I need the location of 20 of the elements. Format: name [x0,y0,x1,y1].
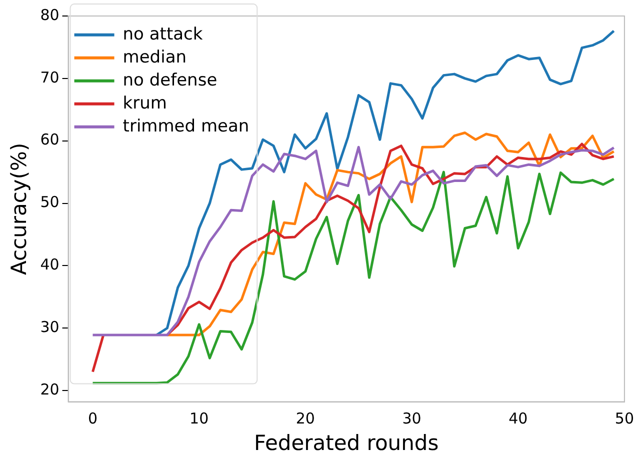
legend-label: no attack [122,24,203,44]
legend-label: median [122,47,187,68]
y-tick-label: 80 [40,6,60,24]
y-axis-title: Accuracy(%) [7,142,32,276]
y-tick-label: 70 [40,68,60,86]
x-tick-label: 0 [88,410,98,428]
x-tick-label: 40 [508,410,528,428]
y-tick-label: 20 [40,380,60,398]
x-tick-label: 10 [190,410,209,428]
x-axis-title: Federated rounds [254,430,439,455]
x-tick-label: 30 [402,410,422,428]
legend-label: krum [122,93,167,114]
legend-label: trimmed mean [122,116,250,136]
y-tick-label: 40 [40,256,60,274]
y-tick-label: 30 [40,318,60,336]
x-tick-label: 50 [614,410,634,428]
x-tick-label: 20 [296,410,315,428]
y-tick-label: 50 [40,193,60,212]
legend-label: no defense [122,70,218,90]
y-tick-label: 60 [40,130,60,149]
